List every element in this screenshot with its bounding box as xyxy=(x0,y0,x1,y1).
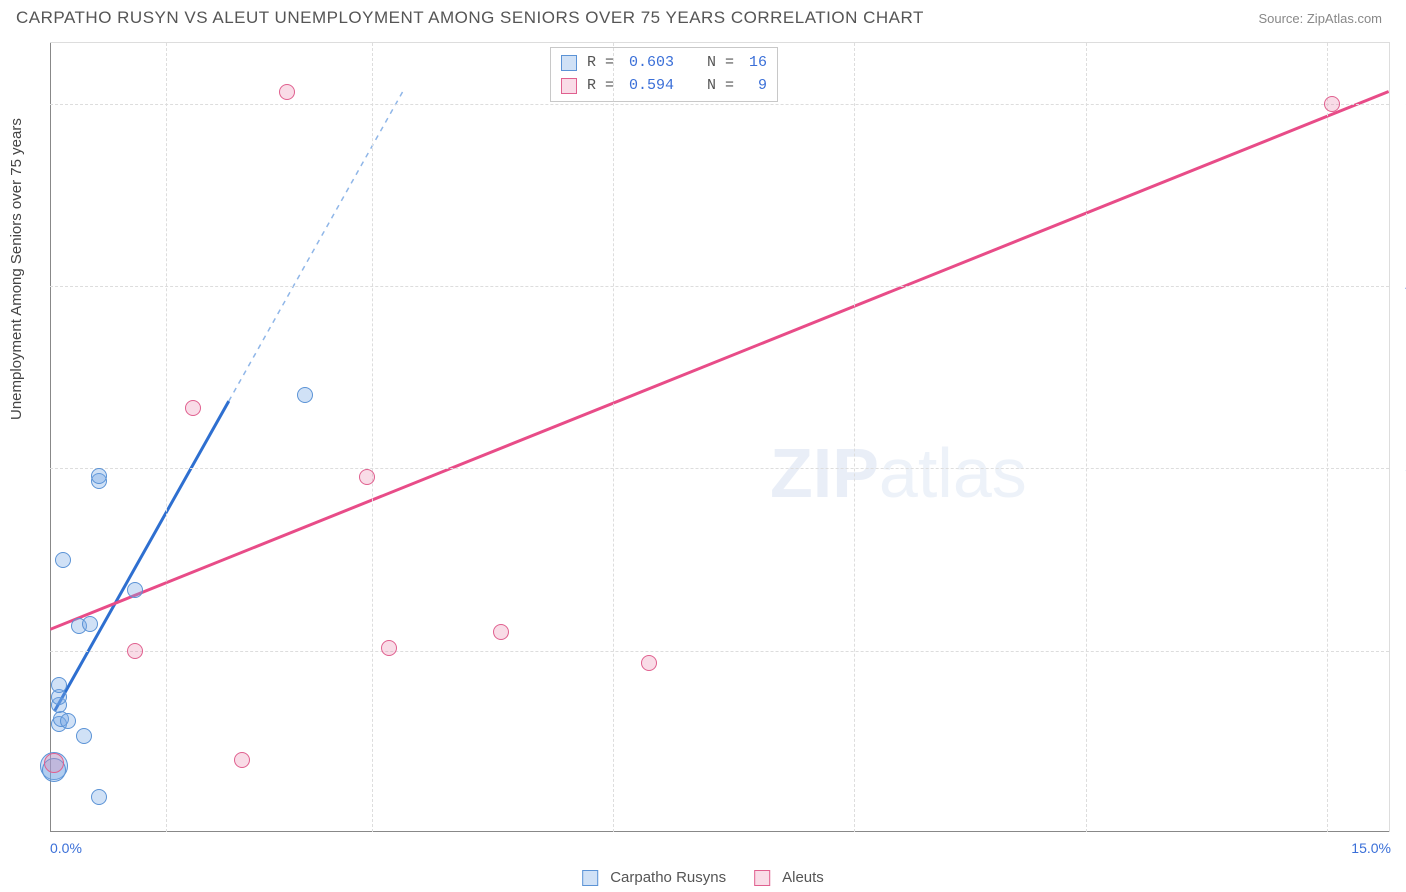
data-point-carpatho xyxy=(60,713,76,729)
data-point-aleut xyxy=(185,400,201,416)
source-label: Source: ZipAtlas.com xyxy=(1258,11,1382,26)
gridline-v xyxy=(1327,43,1328,832)
gridline-h xyxy=(50,468,1389,469)
chart-title: CARPATHO RUSYN VS ALEUT UNEMPLOYMENT AMO… xyxy=(16,8,924,28)
data-point-carpatho xyxy=(297,387,313,403)
x-tick-min: 0.0% xyxy=(50,840,82,856)
stats-legend: R = 0.603 N = 16R = 0.594 N = 9 xyxy=(550,47,778,102)
data-point-aleut xyxy=(359,469,375,485)
data-point-carpatho xyxy=(82,616,98,632)
data-point-carpatho xyxy=(55,552,71,568)
series-legend: Carpatho Rusyns Aleuts xyxy=(582,869,824,886)
data-point-carpatho xyxy=(76,728,92,744)
gridline-v xyxy=(166,43,167,832)
gridline-h xyxy=(50,651,1389,652)
data-point-aleut xyxy=(1324,96,1340,112)
stats-row: R = 0.594 N = 9 xyxy=(561,75,767,98)
y-axis-line xyxy=(50,43,51,832)
gridline-v xyxy=(854,43,855,832)
trend-lines xyxy=(50,43,1389,832)
gridline-v xyxy=(1086,43,1087,832)
data-point-aleut xyxy=(279,84,295,100)
gridline-h xyxy=(50,104,1389,105)
y-axis-label: Unemployment Among Seniors over 75 years xyxy=(8,118,25,420)
data-point-aleut xyxy=(641,655,657,671)
gridline-v xyxy=(613,43,614,832)
data-point-aleut xyxy=(234,752,250,768)
data-point-carpatho xyxy=(91,789,107,805)
gridline-v xyxy=(372,43,373,832)
header: CARPATHO RUSYN VS ALEUT UNEMPLOYMENT AMO… xyxy=(0,0,1406,32)
data-point-carpatho xyxy=(91,468,107,484)
x-axis-line xyxy=(50,831,1389,832)
stats-row: R = 0.603 N = 16 xyxy=(561,52,767,75)
gridline-h xyxy=(50,286,1389,287)
legend-item: Carpatho Rusyns xyxy=(582,869,726,886)
data-point-aleut xyxy=(127,643,143,659)
data-point-aleut xyxy=(44,753,64,773)
x-tick-max: 15.0% xyxy=(1351,840,1391,856)
data-point-aleut xyxy=(381,640,397,656)
scatter-chart: ZIPatlas R = 0.603 N = 16R = 0.594 N = 9… xyxy=(50,42,1390,832)
data-point-carpatho xyxy=(51,677,67,693)
data-point-aleut xyxy=(493,624,509,640)
watermark: ZIPatlas xyxy=(770,433,1027,513)
legend-item: Aleuts xyxy=(754,869,824,886)
data-point-carpatho xyxy=(127,582,143,598)
